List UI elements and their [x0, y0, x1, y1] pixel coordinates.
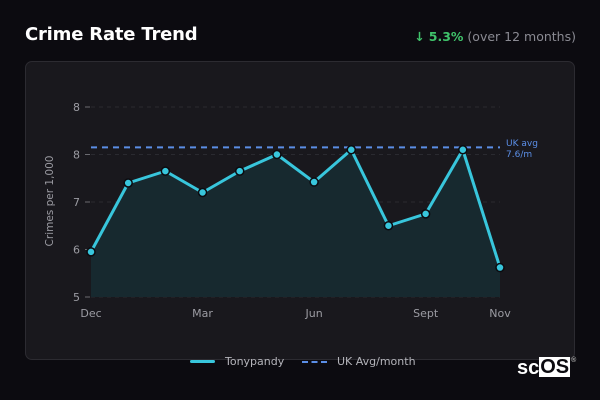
legend-item-uk-avg[interactable]: UK Avg/month [302, 355, 416, 368]
data-point[interactable] [272, 149, 282, 160]
data-point[interactable] [458, 145, 468, 155]
uk-average-annotation-line2: 7.6/m [506, 150, 532, 160]
x-tick-label: Jun [304, 307, 322, 320]
logo-text-os: OS [539, 356, 571, 378]
data-point[interactable] [309, 177, 319, 187]
data-point[interactable] [160, 166, 171, 176]
x-axis: Dec Mar Jun Sept Nov [80, 307, 511, 320]
data-point[interactable] [346, 145, 357, 155]
y-axis-label: Crimes per 1,000 [44, 156, 56, 247]
series-line-tonypandy [89, 148, 502, 269]
x-tick-label: Nov [489, 307, 511, 320]
y-tick-label: 6 [73, 244, 80, 257]
data-point[interactable] [420, 209, 431, 219]
registered-mark: ® [571, 357, 577, 364]
legend-solid-line-icon [190, 360, 215, 363]
uk-average-annotation-line1: UK avg [506, 139, 538, 149]
trend-note: (over 12 months) [467, 29, 576, 44]
data-point[interactable] [383, 221, 394, 231]
y-axis: 5 6 7 8 8 [73, 101, 90, 304]
x-tick-label: Dec [80, 307, 101, 320]
chart-legend: Tonypandy UK Avg/month [0, 355, 600, 369]
trend-summary: ↓ 5.3% (over 12 months) [414, 29, 576, 44]
y-tick-label: 5 [73, 291, 80, 304]
series-points [86, 145, 505, 273]
x-tick-label: Mar [192, 307, 213, 320]
scos-logo: sc OS ® [517, 357, 576, 380]
data-point[interactable] [86, 247, 96, 257]
data-point[interactable] [234, 166, 245, 176]
x-tick-label: Sept [413, 307, 439, 320]
page-title: Crime Rate Trend [25, 24, 198, 45]
trend-down-arrow-icon: ↓ [414, 29, 425, 44]
legend-dashed-line-icon [302, 360, 327, 363]
series-area [91, 149, 500, 297]
legend-item-tonypandy[interactable]: Tonypandy [190, 355, 284, 368]
y-tick-label: 7 [73, 196, 80, 209]
legend-label-tonypandy: Tonypandy [225, 355, 285, 368]
data-point[interactable] [123, 178, 133, 188]
y-tick-label: 8 [73, 101, 80, 114]
y-tick-label: 8 [73, 149, 80, 162]
legend-label-uk-avg: UK Avg/month [337, 355, 416, 368]
trend-percent: 5.3% [428, 29, 464, 44]
logo-text-sc: sc [517, 357, 540, 379]
data-point[interactable] [197, 187, 208, 198]
data-point[interactable] [495, 262, 505, 273]
